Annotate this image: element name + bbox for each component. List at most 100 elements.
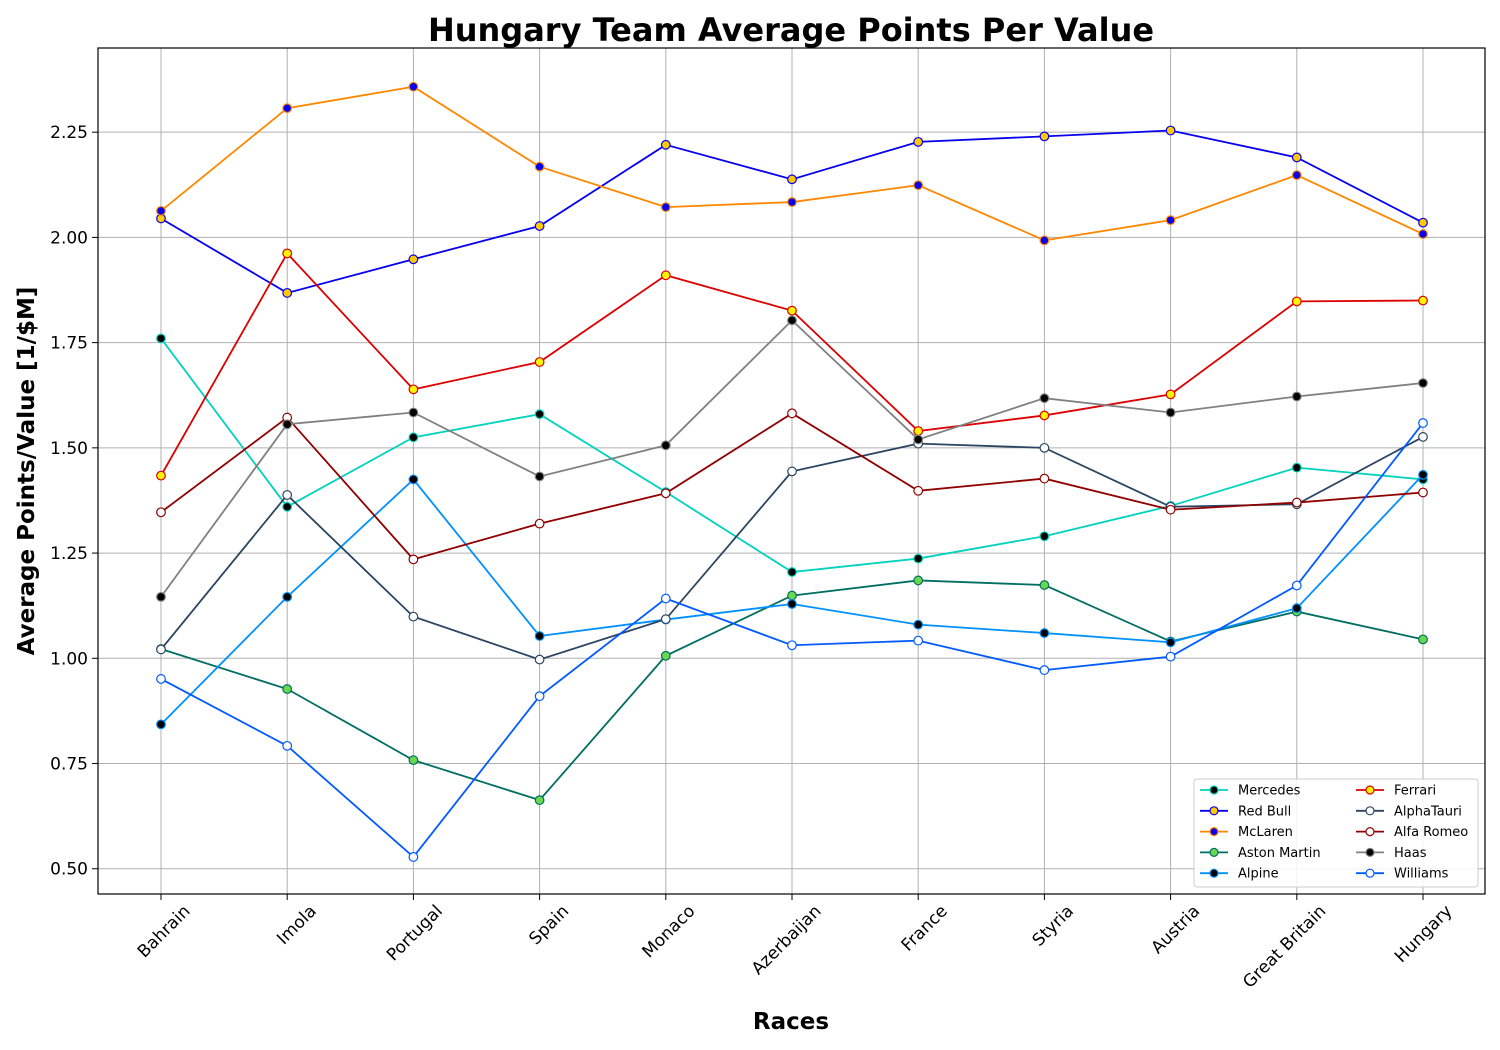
data-point	[1418, 378, 1428, 388]
data-point	[913, 485, 924, 496]
data-point	[534, 409, 545, 420]
data-point	[787, 315, 797, 326]
legend-item-ferrari: Ferrari	[1356, 784, 1436, 799]
data-point	[660, 488, 671, 499]
legend-swatch-marker	[1209, 785, 1219, 795]
data-point	[913, 575, 924, 586]
data-point	[408, 254, 419, 265]
y-tick-label: 0.75	[50, 755, 88, 775]
series-alfa-romeo	[156, 408, 1428, 565]
legend-item-haas: Haas	[1356, 846, 1427, 861]
series-williams	[156, 418, 1428, 862]
y-tick-label: 0.50	[50, 860, 88, 880]
x-tick-label: Portugal	[383, 901, 447, 965]
data-point	[1291, 296, 1302, 307]
legend-box	[1193, 778, 1479, 888]
data-point	[282, 684, 293, 694]
data-point	[913, 635, 924, 646]
data-point	[1039, 628, 1050, 638]
data-point	[1039, 410, 1050, 421]
legend-item-mclaren: McLaren	[1200, 825, 1293, 840]
series-mclaren	[156, 81, 1428, 246]
data-point	[913, 136, 924, 147]
x-axis-label: Races	[753, 1009, 829, 1035]
y-axis-label: Average Points/Value [1/$M]	[14, 287, 40, 656]
data-point	[1039, 235, 1050, 246]
data-point	[1418, 487, 1428, 498]
y-tick-label: 2.00	[50, 228, 88, 248]
data-point	[534, 631, 545, 641]
legend-label: Red Bull	[1238, 804, 1291, 819]
data-point	[1165, 504, 1176, 515]
data-point	[787, 197, 797, 207]
data-point	[1418, 418, 1428, 428]
data-point	[787, 305, 797, 316]
data-point	[282, 740, 293, 751]
data-point	[282, 288, 293, 298]
legend-item-red-bull: Red Bull	[1200, 804, 1291, 819]
legend-swatch-marker	[1209, 847, 1219, 858]
legend-item-mercedes: Mercedes	[1200, 784, 1301, 799]
data-point	[1291, 170, 1302, 181]
legend-label: Haas	[1394, 846, 1427, 861]
data-point	[282, 103, 293, 114]
data-point	[787, 466, 797, 477]
legend-swatch-marker	[1209, 868, 1219, 878]
data-point	[913, 553, 924, 564]
data-point	[408, 407, 419, 418]
x-tick-label: Styria	[1029, 901, 1078, 950]
series-red-bull	[156, 125, 1428, 298]
data-point	[534, 357, 545, 367]
data-point	[787, 174, 797, 185]
legend-item-alpine: Alpine	[1200, 867, 1279, 882]
data-point	[408, 474, 419, 485]
data-point	[1418, 469, 1428, 480]
data-point	[534, 691, 545, 702]
data-point	[1291, 391, 1302, 402]
y-tick-label: 1.50	[50, 439, 88, 459]
data-point	[282, 490, 293, 500]
data-point	[913, 619, 924, 630]
data-point	[408, 384, 419, 395]
data-point	[408, 81, 419, 92]
data-point	[660, 139, 671, 150]
data-point	[660, 593, 671, 604]
data-point	[156, 470, 166, 481]
y-tick-label: 1.25	[50, 544, 88, 564]
legend-item-alfa-romeo: Alfa Romeo	[1356, 825, 1468, 840]
legend-swatch-marker	[1209, 806, 1219, 816]
data-point	[408, 611, 419, 622]
legend-label: Alfa Romeo	[1394, 825, 1468, 840]
data-point	[1165, 407, 1176, 418]
data-point	[156, 644, 166, 655]
data-point	[282, 591, 293, 602]
data-point	[1165, 389, 1176, 400]
legend-swatch-marker	[1209, 826, 1219, 837]
data-point	[660, 614, 671, 625]
legend-item-aston-martin: Aston Martin	[1200, 846, 1321, 861]
data-point	[156, 205, 166, 216]
y-tick-label: 1.75	[50, 334, 88, 354]
data-point	[408, 554, 419, 565]
legend-label: Mercedes	[1238, 784, 1301, 799]
data-point	[156, 333, 166, 344]
x-tick-label: France	[898, 901, 952, 955]
legend-label: AlphaTauri	[1394, 804, 1462, 819]
data-point	[1165, 651, 1176, 662]
data-point	[913, 426, 924, 436]
data-point	[1291, 462, 1302, 473]
x-tick-label: Great Britain	[1239, 901, 1330, 992]
data-point	[534, 161, 545, 172]
legend-label: Ferrari	[1394, 784, 1436, 799]
series-haas	[156, 315, 1428, 602]
series-layer	[156, 81, 1428, 862]
data-point	[408, 432, 419, 443]
legend-item-alphatauri: AlphaTauri	[1356, 804, 1462, 819]
x-tick-label: Monaco	[639, 901, 700, 962]
data-point	[1039, 580, 1050, 590]
data-point	[1418, 634, 1428, 645]
data-point	[1291, 580, 1302, 591]
data-point	[787, 640, 797, 651]
data-point	[1165, 637, 1176, 648]
